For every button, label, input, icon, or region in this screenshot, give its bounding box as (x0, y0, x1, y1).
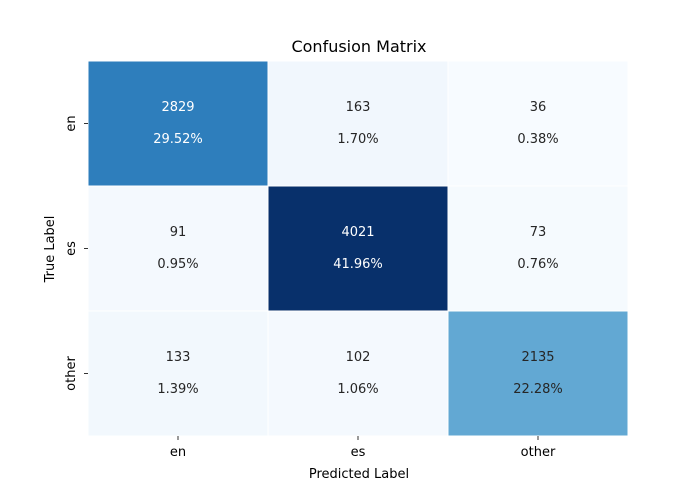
cell-count-label: 2135 (521, 350, 554, 365)
cell-percent-label: 29.52% (153, 132, 203, 147)
heatmap-cell-other-en (87, 310, 269, 437)
heatmap-cell-en-en (87, 60, 269, 187)
heatmap-cell-es-other (447, 185, 629, 312)
cell-percent-label: 0.38% (517, 132, 558, 147)
cell-count-label: 36 (530, 100, 547, 115)
cell-percent-label: 22.28% (513, 382, 563, 397)
cell-percent-label: 41.96% (333, 257, 383, 272)
cell-count-label: 2829 (161, 100, 194, 115)
y-tick-label: en (64, 115, 79, 131)
heatmap-cell-es-es (267, 185, 449, 312)
x-axis-label: Predicted Label (309, 467, 409, 482)
cell-percent-label: 1.39% (157, 382, 198, 397)
x-tick-label: es (351, 445, 366, 460)
heatmap-cell-other-other (447, 310, 629, 437)
y-axis-ticks: en es other (64, 115, 88, 391)
x-axis-ticks: en es other (170, 436, 556, 460)
cell-percent-label: 0.95% (157, 257, 198, 272)
y-tick-label: other (64, 356, 79, 391)
y-axis-label: True Label (43, 216, 58, 284)
cell-count-label: 73 (530, 225, 547, 240)
heatmap-cell-en-other (447, 60, 629, 187)
heatmap-cells: 2829 29.52% 163 1.70% 36 0.38% 91 0.95% 4021 41.9… (87, 60, 629, 437)
chart-title: Confusion Matrix (291, 37, 426, 56)
cell-count-label: 4021 (341, 225, 374, 240)
heatmap-cell-en-es (267, 60, 449, 187)
cell-percent-label: 1.06% (337, 382, 378, 397)
cell-count-label: 163 (346, 100, 371, 115)
cell-count-label: 133 (166, 350, 191, 365)
cell-count-label: 91 (170, 225, 187, 240)
heatmap-cell-es-en (87, 185, 269, 312)
cell-percent-label: 0.76% (517, 257, 558, 272)
heatmap-cell-other-es (267, 310, 449, 437)
y-tick-label: es (64, 241, 79, 256)
cell-percent-label: 1.70% (337, 132, 378, 147)
x-tick-label: en (170, 445, 186, 460)
cell-count-label: 102 (346, 350, 371, 365)
x-tick-label: other (521, 445, 556, 460)
